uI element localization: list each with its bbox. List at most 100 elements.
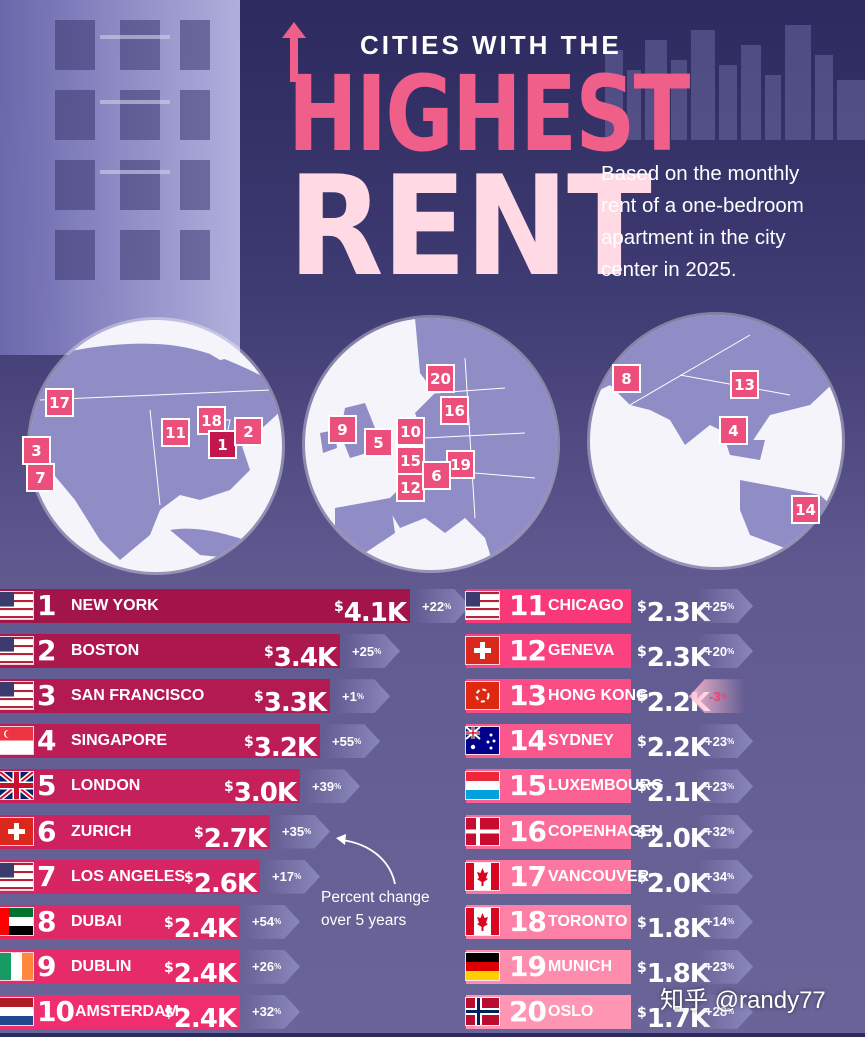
flag-us-icon — [0, 637, 33, 665]
percent-change-label: +23% — [697, 949, 753, 984]
flag-us-icon — [0, 862, 33, 890]
map-pin-9: 9 — [330, 417, 355, 442]
chart-row-2: 2 BOSTON $3.4K +25% — [0, 634, 400, 673]
chart-row-5: 5 LONDON $3.0K +39% — [0, 769, 400, 809]
rank-label: 19 — [509, 949, 547, 983]
chart-row-11: 11 CHICAGO $2.3K +25% — [466, 589, 865, 628]
bar-7 — [0, 859, 260, 894]
value-label: $2.4K — [164, 1003, 237, 1034]
chart-row-4: 4 SINGAPORE $3.2K +55% — [0, 724, 400, 764]
percent-change-label: +34% — [697, 859, 753, 894]
percent-change-label: +17% — [264, 859, 320, 894]
city-label: OSLO — [548, 1002, 594, 1020]
flag-ae-icon — [0, 907, 33, 935]
chart-row-16: 16 COPENHAGEN $2.0K +32% — [466, 814, 865, 854]
map-pin-7: 7 — [28, 465, 53, 490]
city-label: LONDON — [71, 777, 141, 795]
rank-label: 12 — [509, 634, 547, 668]
rank-label: 7 — [37, 859, 57, 893]
rank-label: 1 — [37, 589, 57, 622]
percent-change-label: +54% — [244, 904, 300, 939]
rank-label: 5 — [37, 769, 57, 803]
percent-change-label: +22% — [414, 589, 470, 623]
flag-ca-icon — [466, 907, 499, 935]
chart-row-8: 8 DUBAI $2.4K +54% — [0, 904, 400, 944]
rank-label: 10 — [37, 994, 75, 1028]
flag-uk-icon — [0, 772, 33, 800]
rank-label: 16 — [509, 814, 547, 848]
up-arrow-icon — [282, 22, 306, 82]
background-building — [0, 0, 240, 355]
flag-ie-icon — [0, 952, 33, 980]
rank-label: 4 — [37, 724, 57, 758]
chart-row-3: 3 SAN FRANCISCO $3.3K +1% — [0, 679, 400, 719]
annotation-percent-change: Percent change over 5 years — [321, 889, 430, 929]
percent-change-label: +1% — [334, 679, 390, 714]
city-label: CHICAGO — [548, 597, 624, 614]
bar-3 — [0, 679, 330, 714]
map-pin-16: 16 — [442, 398, 467, 423]
map-pin-2: 2 — [236, 419, 261, 444]
percent-change-label: +39% — [304, 769, 360, 804]
title-top: CITIES WITH THE — [360, 30, 622, 60]
map-pin-5: 5 — [366, 430, 391, 455]
chart-row-13: 13 HONG KONG $2.2K -3% — [466, 679, 865, 718]
chart-row-19: 19 MUNICH $1.8K +23% — [466, 949, 865, 989]
percent-change-label: +14% — [697, 904, 753, 939]
city-label: COPENHAGEN — [548, 822, 663, 840]
percent-change-label: +25% — [697, 589, 753, 623]
map-pin-14: 14 — [793, 497, 818, 522]
globe-europe — [305, 318, 557, 570]
percent-change-label: +35% — [274, 814, 330, 849]
map-pin-17: 17 — [47, 390, 72, 415]
flag-de-icon — [466, 952, 499, 980]
city-label: NEW YORK — [71, 597, 159, 614]
chart-row-10: 10 AMSTERDAM $2.4K +32% — [0, 994, 400, 1034]
map-pin-12: 12 — [398, 475, 423, 500]
map-pin-15: 15 — [398, 448, 423, 473]
percent-change-label: +32% — [244, 994, 300, 1029]
value-label: $2.7K — [194, 823, 267, 854]
city-label: VANCOUVER — [548, 867, 650, 885]
map-pin-20: 20 — [428, 366, 453, 391]
rank-label: 2 — [37, 634, 57, 668]
percent-change-label: +23% — [697, 724, 753, 759]
bar-2 — [0, 634, 340, 669]
value-label: $2.4K — [164, 913, 237, 944]
flag-sg-icon — [0, 727, 33, 755]
europe-map-icon — [320, 318, 557, 570]
flag-ca-icon — [466, 862, 499, 890]
globe-asia-pacific — [590, 315, 842, 567]
flag-ch-icon — [466, 637, 499, 665]
percent-change-label: +20% — [697, 634, 753, 669]
city-label: MUNICH — [548, 957, 612, 975]
bar-8 — [0, 904, 240, 939]
bar-1 — [0, 589, 410, 623]
city-label: SINGAPORE — [71, 732, 168, 750]
map-pin-10: 10 — [398, 419, 423, 444]
value-label: $3.2K — [244, 733, 317, 764]
subtitle: Based on the monthly rent of a one-bedro… — [601, 162, 804, 281]
chart-row-9: 9 DUBLIN $2.4K +26% — [0, 949, 400, 989]
value-label: $3.0K — [224, 778, 297, 809]
rank-label: 11 — [509, 589, 547, 622]
map-pin-1: 1 — [210, 432, 235, 457]
flag-lu-icon — [466, 772, 499, 800]
city-label: DUBAI — [71, 912, 122, 930]
chart-row-6: 6 ZURICH $2.7K +35% — [0, 814, 400, 854]
flag-nl-icon — [0, 997, 33, 1025]
title-highest: HIGHEST — [288, 53, 690, 175]
bar-5 — [0, 769, 300, 804]
city-label: SAN FRANCISCO — [71, 687, 205, 705]
rank-label: 3 — [37, 679, 57, 713]
city-label: TORONTO — [548, 912, 628, 930]
flag-dk-icon — [466, 817, 499, 845]
city-label: GENEVA — [548, 642, 615, 660]
flag-no-icon — [466, 997, 499, 1025]
map-pin-11: 11 — [163, 420, 188, 445]
rank-label: 18 — [509, 904, 547, 938]
value-label: $2.6K — [184, 868, 257, 899]
value-label: $3.3K — [254, 688, 327, 719]
rank-label: 13 — [509, 679, 547, 713]
map-pin-8: 8 — [614, 366, 639, 391]
